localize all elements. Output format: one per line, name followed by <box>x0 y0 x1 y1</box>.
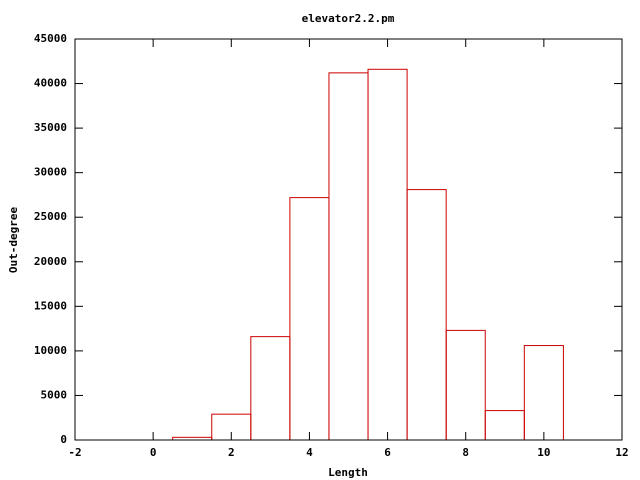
y-tick-label: 15000 <box>34 299 67 312</box>
x-tick-label: -2 <box>68 446 81 459</box>
x-tick-label: 0 <box>150 446 157 459</box>
x-tick-label: 10 <box>537 446 550 459</box>
y-axis-label: Out-degree <box>7 207 20 274</box>
y-tick-label: 35000 <box>34 121 67 134</box>
y-tick-label: 20000 <box>34 255 67 268</box>
x-tick-label: 2 <box>228 446 235 459</box>
y-tick-label: 30000 <box>34 166 67 179</box>
y-tick-label: 0 <box>60 433 67 446</box>
y-tick-label: 45000 <box>34 32 67 45</box>
x-tick-label: 4 <box>306 446 313 459</box>
y-tick-label: 25000 <box>34 210 67 223</box>
x-tick-label: 8 <box>462 446 469 459</box>
x-tick-label: 12 <box>615 446 628 459</box>
x-tick-label: 6 <box>384 446 391 459</box>
plot-frame <box>74 38 623 441</box>
y-tick-label: 40000 <box>34 77 67 90</box>
y-tick-label: 10000 <box>34 344 67 357</box>
y-tick-label: 5000 <box>41 388 68 401</box>
x-axis-label: Length <box>328 466 368 479</box>
chart-title: elevator2.2.pm <box>302 12 395 25</box>
